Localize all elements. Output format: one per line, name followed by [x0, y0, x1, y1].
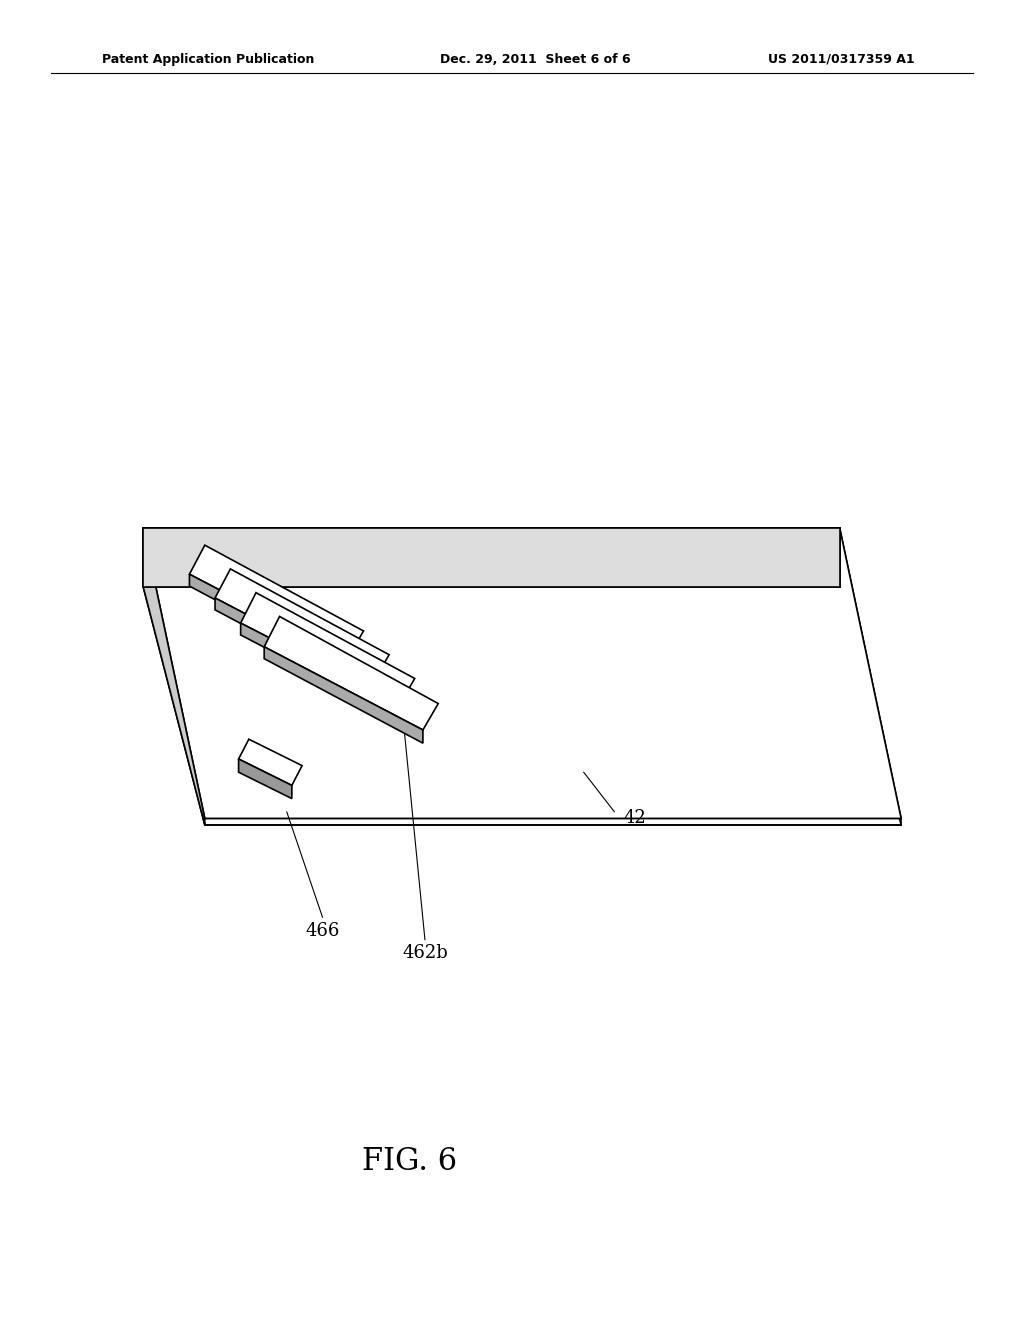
Text: FIG. 6: FIG. 6 — [362, 1146, 457, 1177]
Polygon shape — [215, 598, 374, 694]
Polygon shape — [239, 739, 302, 785]
Polygon shape — [264, 647, 423, 743]
Polygon shape — [189, 545, 364, 657]
Polygon shape — [143, 528, 901, 818]
Polygon shape — [143, 528, 840, 587]
Text: 42: 42 — [624, 809, 646, 828]
Polygon shape — [143, 528, 901, 818]
Text: 46b: 46b — [254, 591, 289, 610]
Polygon shape — [241, 593, 415, 705]
Polygon shape — [264, 616, 438, 730]
Polygon shape — [239, 759, 292, 799]
Polygon shape — [143, 528, 840, 587]
Polygon shape — [215, 569, 389, 681]
Text: Patent Application Publication: Patent Application Publication — [102, 53, 314, 66]
Polygon shape — [241, 623, 399, 718]
Polygon shape — [143, 528, 205, 825]
Text: 466: 466 — [305, 921, 340, 940]
Text: US 2011/0317359 A1: US 2011/0317359 A1 — [768, 53, 914, 66]
Text: 462b: 462b — [402, 944, 447, 962]
Polygon shape — [189, 574, 348, 671]
Text: Dec. 29, 2011  Sheet 6 of 6: Dec. 29, 2011 Sheet 6 of 6 — [440, 53, 631, 66]
